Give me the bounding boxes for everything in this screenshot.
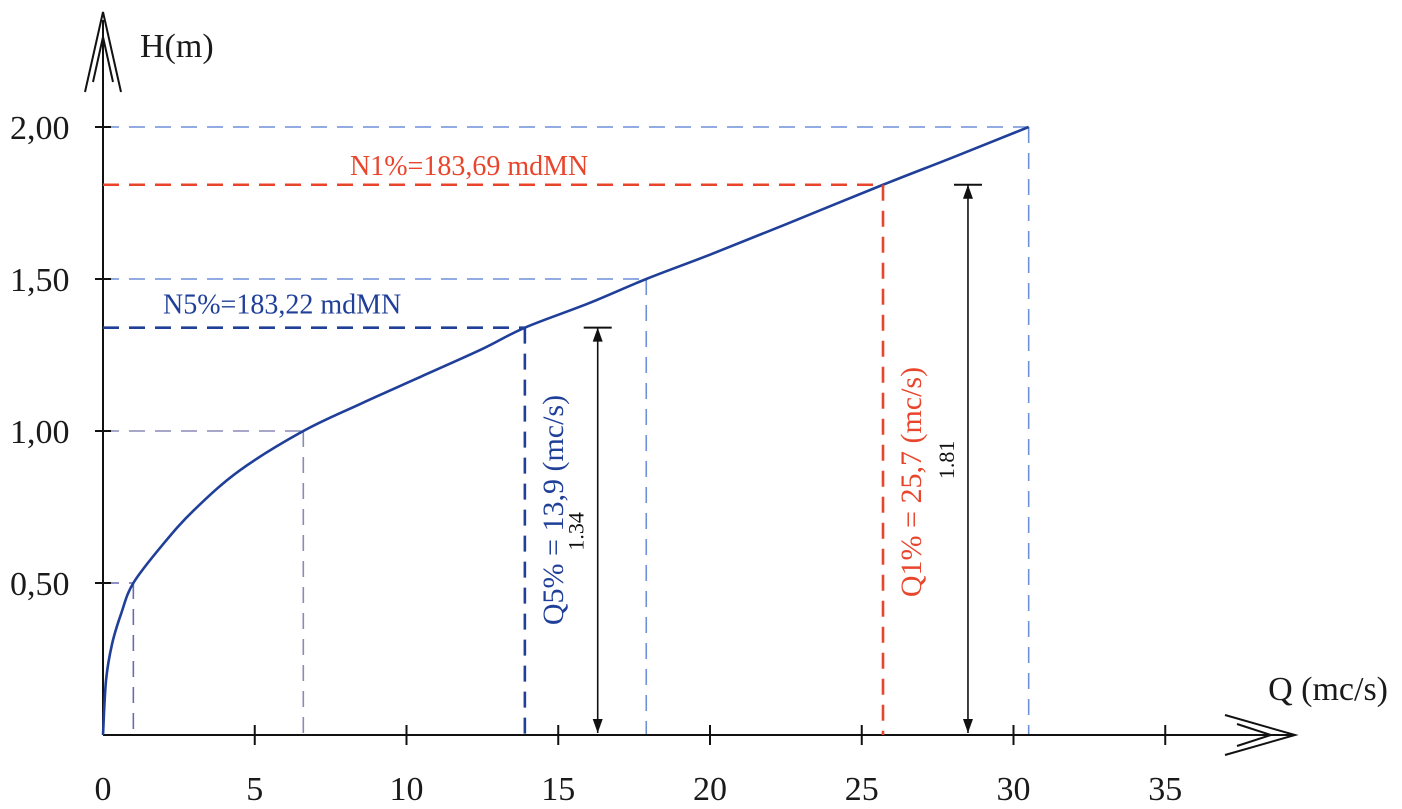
x-tick-label: 25 <box>845 771 879 808</box>
series-line-0 <box>101 125 1030 736</box>
axes <box>84 11 1299 756</box>
dim1-dimension-label: 1.81 <box>934 441 959 480</box>
series-layer <box>101 125 1030 736</box>
y-tick-label: 1,00 <box>10 414 70 451</box>
q5-label: Q5% = 13,9 (mc/s) <box>537 395 570 625</box>
x-axis-title: Q (mc/s) <box>1268 671 1388 708</box>
y-tick-label: 1,50 <box>10 262 70 299</box>
dim1-arrowhead-up-icon <box>962 184 973 199</box>
dim5-arrowhead-down-icon <box>592 719 603 733</box>
n5-label: N5%=183,22 mdMN <box>163 290 401 321</box>
dim1-arrowhead-down-icon <box>962 719 973 733</box>
x-tick-label: 30 <box>997 771 1031 808</box>
x-tick-label: 5 <box>246 771 263 808</box>
x-tick-label: 15 <box>541 771 575 808</box>
y-axis-title: H(m) <box>140 28 214 65</box>
x-tick-label: 35 <box>1148 771 1182 808</box>
q1-label: Q1% = 25,7 (mc/s) <box>895 367 928 597</box>
y-tick-label: 2,00 <box>10 110 70 147</box>
x-tick-label: 0 <box>95 771 112 808</box>
y-tick-label: 0,50 <box>10 566 70 603</box>
x-tick-label: 10 <box>390 771 424 808</box>
tick-labels: 0 5 10 15 20 25 30 35 0,50 1,00 1,50 2,00 H(m) Q (mc/… <box>10 28 1388 808</box>
dim5-arrowhead-up-icon <box>592 327 603 342</box>
x-tick-label: 20 <box>693 771 727 808</box>
dim5-dimension-label: 1.34 <box>564 512 589 551</box>
x-axis-arrow-icon <box>1224 714 1299 756</box>
n1-label: N1%=183,69 mdMN <box>350 151 588 182</box>
annotations: N5%=183,22 mdMN N1%=183,69 mdMN Q5% = 13,9… <box>103 151 982 735</box>
y-axis-arrow-icon <box>84 11 122 93</box>
